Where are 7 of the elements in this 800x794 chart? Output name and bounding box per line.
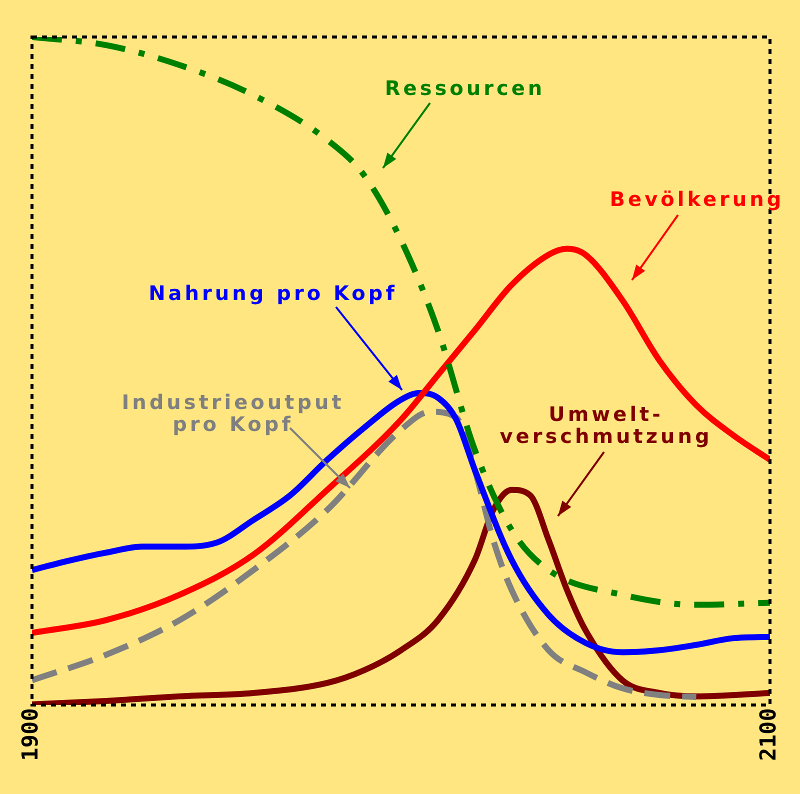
text: Ressourcen [384, 76, 546, 100]
series-label: Industrieoutput pro Kopf [122, 390, 344, 436]
x-tick-label: 2100 [756, 708, 782, 761]
x-tick-label: 1900 [18, 708, 44, 761]
text: Umwelt- verschmutzung [500, 402, 712, 448]
text: Bevölkerung [610, 187, 784, 212]
text: Nahrung pro Kopf [148, 281, 398, 306]
